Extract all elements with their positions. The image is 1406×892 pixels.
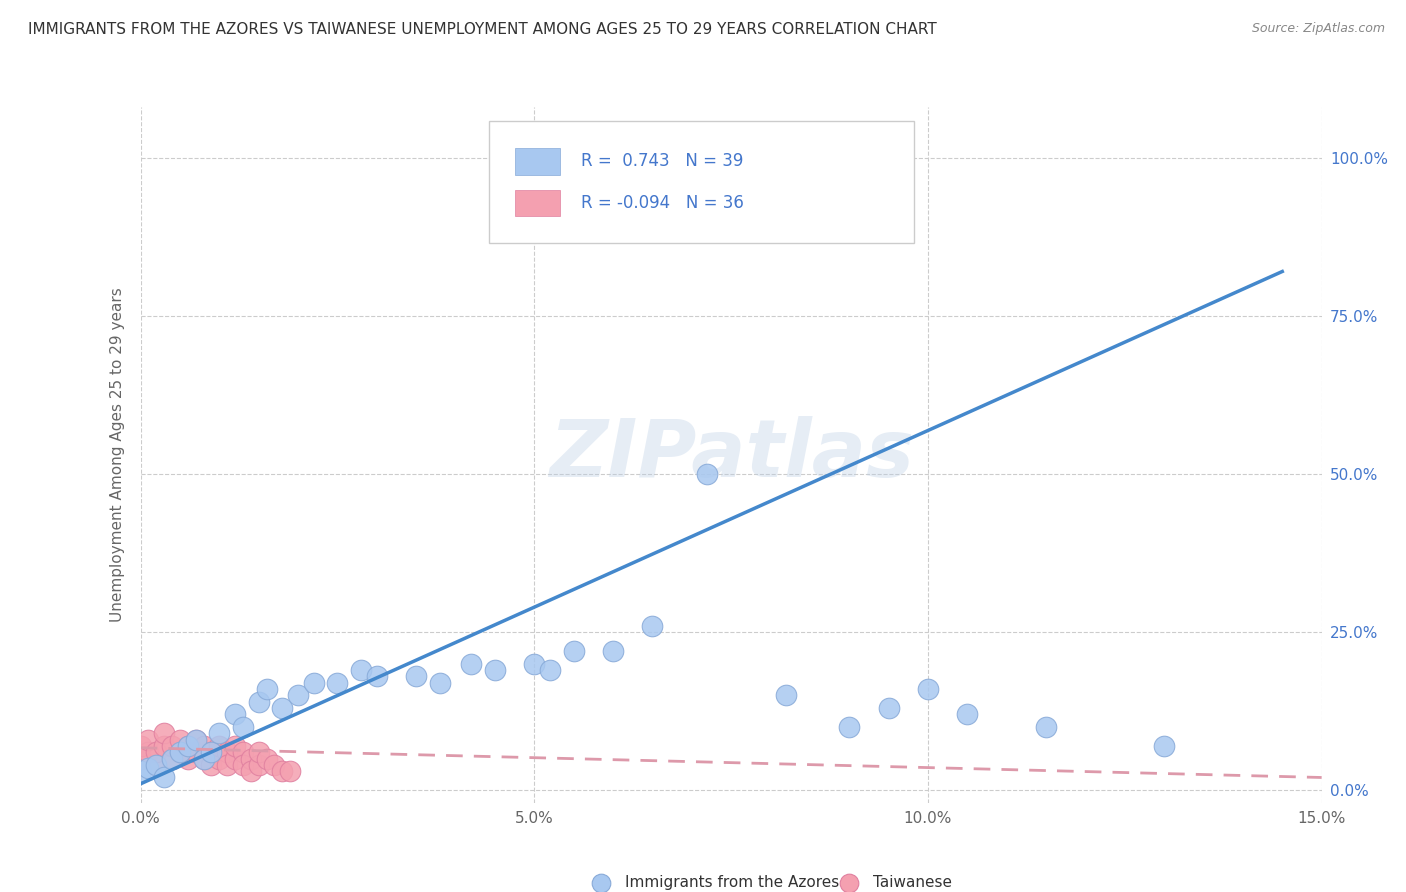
Point	[145, 757, 167, 772]
Point	[247, 757, 270, 772]
Point	[232, 757, 254, 772]
Point	[184, 732, 207, 747]
Point	[169, 732, 191, 747]
Point	[602, 644, 624, 658]
Point	[775, 688, 797, 702]
Point	[138, 761, 160, 775]
Point	[247, 745, 270, 759]
Point	[956, 707, 979, 722]
Point	[208, 726, 231, 740]
Point	[184, 745, 207, 759]
Point	[184, 732, 207, 747]
Point	[160, 751, 183, 765]
Point	[366, 669, 388, 683]
Point	[138, 745, 160, 759]
Point	[217, 745, 239, 759]
Point	[247, 695, 270, 709]
Point	[224, 751, 246, 765]
Point	[405, 669, 427, 683]
Point	[160, 739, 183, 753]
Point	[153, 739, 176, 753]
Point	[129, 739, 152, 753]
Point	[460, 657, 482, 671]
Point	[145, 757, 167, 772]
Point	[217, 757, 239, 772]
Text: Source: ZipAtlas.com: Source: ZipAtlas.com	[1251, 22, 1385, 36]
Point	[177, 739, 200, 753]
FancyBboxPatch shape	[489, 121, 914, 243]
Point	[271, 764, 294, 779]
Point	[1153, 739, 1175, 753]
Point	[538, 663, 561, 677]
Point	[193, 751, 215, 765]
Point	[429, 675, 451, 690]
Point	[208, 739, 231, 753]
Point	[562, 644, 585, 658]
Y-axis label: Unemployment Among Ages 25 to 29 years: Unemployment Among Ages 25 to 29 years	[110, 287, 125, 623]
Text: Immigrants from the Azores: Immigrants from the Azores	[624, 875, 839, 890]
Point	[169, 745, 191, 759]
Point	[326, 675, 349, 690]
Point	[177, 739, 200, 753]
Point	[145, 745, 167, 759]
Point	[169, 745, 191, 759]
Point	[224, 739, 246, 753]
Point	[129, 751, 152, 765]
Point	[239, 751, 262, 765]
Point	[193, 739, 215, 753]
Point	[200, 745, 222, 759]
Point	[271, 701, 294, 715]
Point	[877, 701, 900, 715]
Point	[177, 751, 200, 765]
Point	[232, 720, 254, 734]
Point	[263, 757, 285, 772]
Text: R =  0.743   N = 39: R = 0.743 N = 39	[581, 153, 744, 170]
Text: IMMIGRANTS FROM THE AZORES VS TAIWANESE UNEMPLOYMENT AMONG AGES 25 TO 29 YEARS C: IMMIGRANTS FROM THE AZORES VS TAIWANESE …	[28, 22, 936, 37]
FancyBboxPatch shape	[515, 190, 560, 216]
Text: ZIPatlas: ZIPatlas	[548, 416, 914, 494]
Point	[696, 467, 718, 481]
Text: R = -0.094   N = 36: R = -0.094 N = 36	[581, 194, 744, 212]
Point	[153, 726, 176, 740]
Point	[278, 764, 301, 779]
FancyBboxPatch shape	[515, 148, 560, 175]
Point	[917, 681, 939, 696]
Point	[256, 751, 278, 765]
Point	[239, 764, 262, 779]
Point	[224, 707, 246, 722]
Point	[287, 688, 309, 702]
Point	[256, 681, 278, 696]
Point	[208, 751, 231, 765]
Point	[232, 745, 254, 759]
Point	[696, 163, 718, 178]
Point	[838, 720, 860, 734]
Point	[1035, 720, 1057, 734]
Point	[160, 751, 183, 765]
Point	[523, 657, 546, 671]
Point	[200, 757, 222, 772]
Point	[138, 732, 160, 747]
Point	[484, 663, 506, 677]
Point	[302, 675, 325, 690]
Point	[350, 663, 373, 677]
Text: Taiwanese: Taiwanese	[873, 875, 952, 890]
Point	[641, 618, 664, 632]
Point	[129, 764, 152, 779]
Point	[193, 751, 215, 765]
Point	[200, 745, 222, 759]
Point	[153, 771, 176, 785]
